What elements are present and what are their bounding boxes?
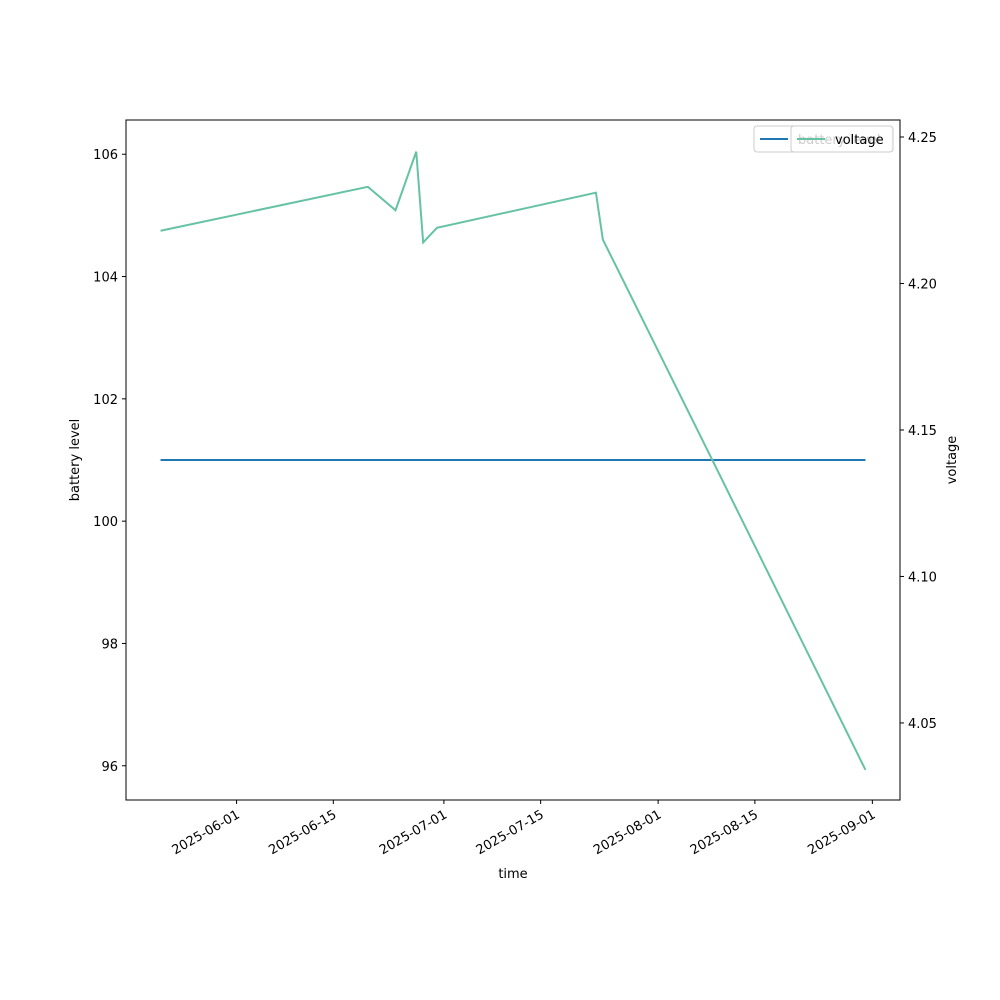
legend-box xyxy=(790,125,894,153)
plot-frame xyxy=(125,119,901,801)
y-tick-label: 96 xyxy=(101,760,118,775)
x-axis-label: time xyxy=(498,867,527,882)
series-line xyxy=(160,151,867,771)
y2-tick-label: 4.25 xyxy=(908,131,937,146)
legend-label: voltage xyxy=(835,133,884,148)
y-tick-label: 100 xyxy=(93,515,118,530)
y2-tick-label: 4.10 xyxy=(908,570,937,585)
y-tick-label: 106 xyxy=(93,148,118,163)
y-tick-label: 102 xyxy=(93,393,118,408)
y2-axis-label: voltage xyxy=(945,436,960,485)
y-axis-label: battery level xyxy=(68,419,83,502)
y-tick-label: 104 xyxy=(93,271,118,286)
y2-tick-label: 4.05 xyxy=(908,717,937,732)
y2-tick-label: 4.15 xyxy=(908,424,937,439)
y-tick-label: 98 xyxy=(101,637,118,652)
legend: voltage xyxy=(790,125,894,153)
y2-tick-label: 4.20 xyxy=(908,277,937,292)
